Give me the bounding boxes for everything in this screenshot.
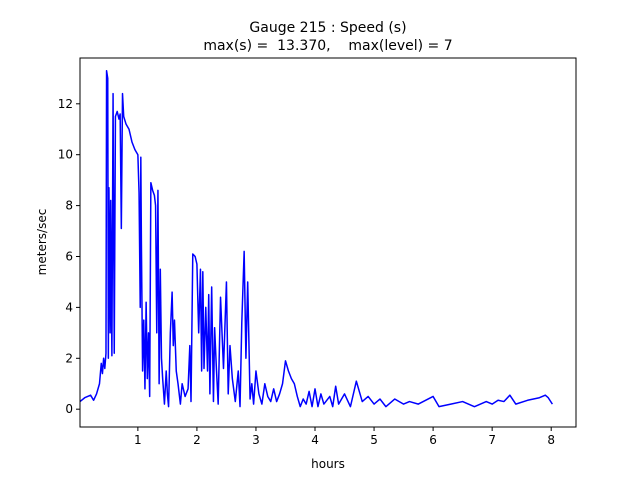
x-tick-label: 3 [252, 433, 260, 447]
y-tick-label: 0 [65, 402, 73, 416]
y-tick-label: 12 [58, 97, 73, 111]
x-tick-label: 4 [311, 433, 319, 447]
x-tick-label: 8 [547, 433, 555, 447]
chart-title: Gauge 215 : Speed (s) [249, 20, 406, 36]
y-axis-label: meters/sec [35, 209, 49, 276]
x-axis-label: hours [311, 457, 345, 471]
data-line [79, 69, 554, 408]
y-tick-label: 4 [65, 300, 73, 314]
plot-frame [79, 57, 577, 428]
y-tick-label: 8 [65, 199, 73, 213]
x-tick-label: 2 [193, 433, 201, 447]
y-tick-label: 10 [58, 148, 73, 162]
y-tick-label: 2 [65, 351, 73, 365]
chart-subtitle: max(s) = 13.370, max(level) = 7 [203, 38, 452, 54]
x-tick-label: 5 [370, 433, 378, 447]
x-tick-label: 7 [488, 433, 496, 447]
x-tick-label: 6 [429, 433, 437, 447]
y-tick-label: 6 [65, 249, 73, 263]
x-tick-label: 1 [134, 433, 142, 447]
